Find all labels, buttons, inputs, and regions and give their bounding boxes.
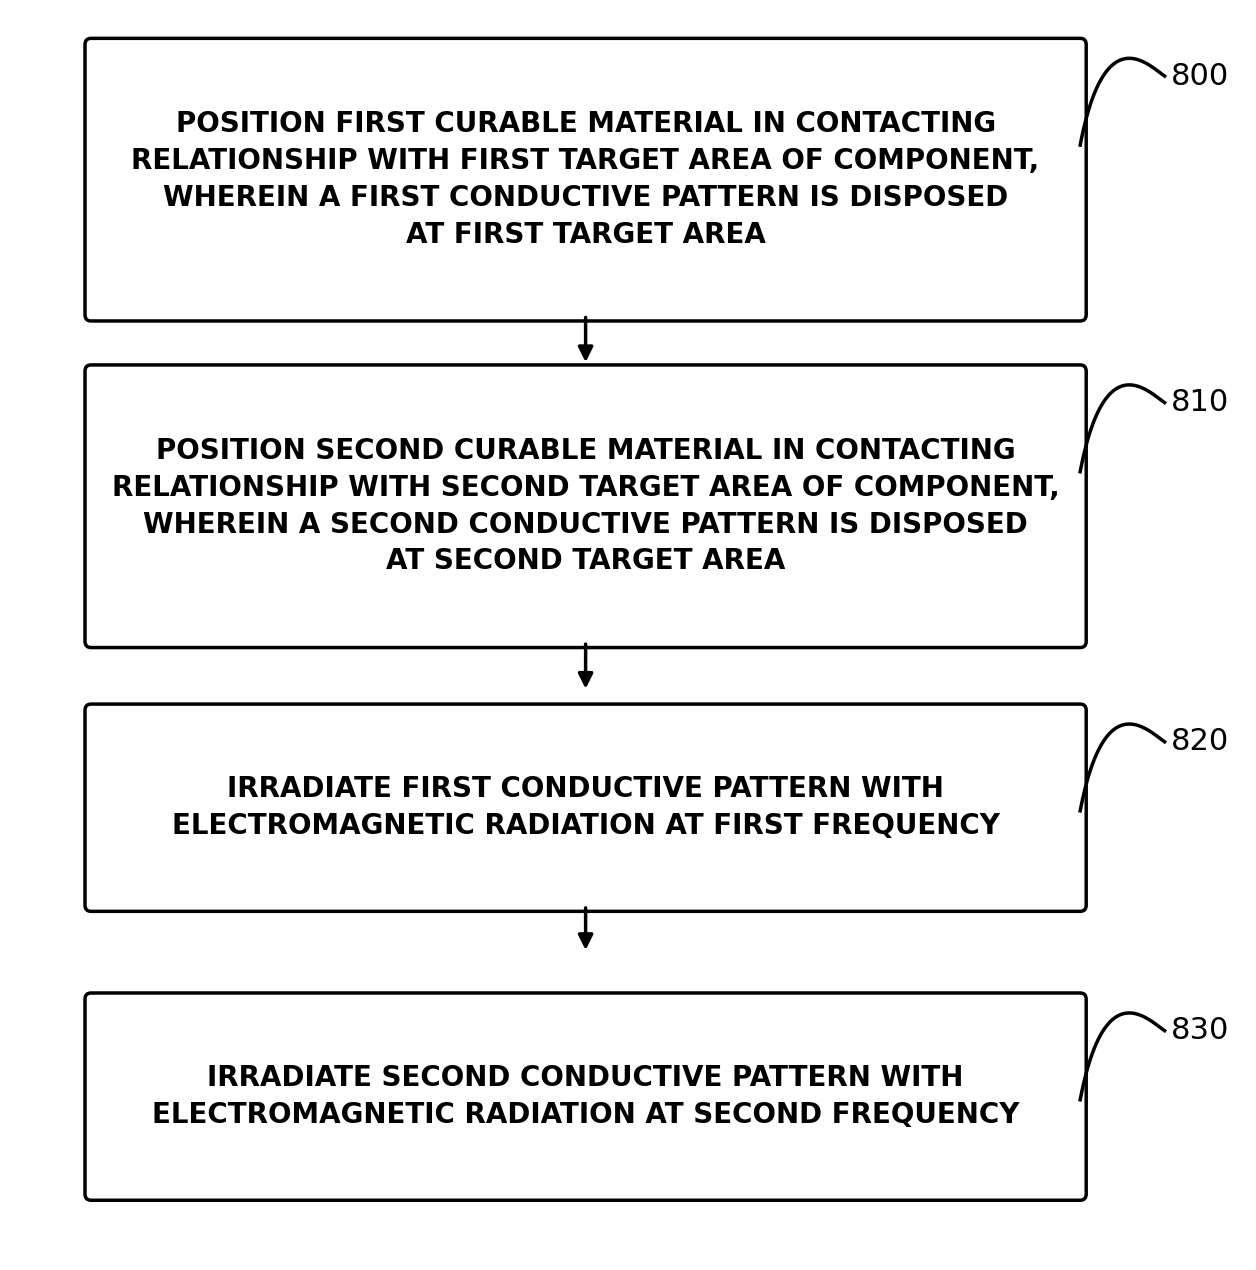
FancyBboxPatch shape <box>85 364 1086 648</box>
FancyBboxPatch shape <box>85 38 1086 321</box>
Text: IRRADIATE SECOND CONDUCTIVE PATTERN WITH
ELECTROMAGNETIC RADIATION AT SECOND FRE: IRRADIATE SECOND CONDUCTIVE PATTERN WITH… <box>152 1064 1020 1129</box>
Text: 830: 830 <box>1171 1016 1230 1045</box>
Text: IRRADIATE FIRST CONDUCTIVE PATTERN WITH
ELECTROMAGNETIC RADIATION AT FIRST FREQU: IRRADIATE FIRST CONDUCTIVE PATTERN WITH … <box>172 775 1000 841</box>
Text: POSITION FIRST CURABLE MATERIAL IN CONTACTING
RELATIONSHIP WITH FIRST TARGET ARE: POSITION FIRST CURABLE MATERIAL IN CONTA… <box>132 110 1040 249</box>
Text: 800: 800 <box>1171 61 1228 90</box>
Text: 810: 810 <box>1171 389 1228 417</box>
FancyBboxPatch shape <box>85 704 1086 912</box>
Text: 820: 820 <box>1171 728 1228 756</box>
Text: POSITION SECOND CURABLE MATERIAL IN CONTACTING
RELATIONSHIP WITH SECOND TARGET A: POSITION SECOND CURABLE MATERIAL IN CONT… <box>112 437 1060 575</box>
FancyBboxPatch shape <box>85 993 1086 1200</box>
